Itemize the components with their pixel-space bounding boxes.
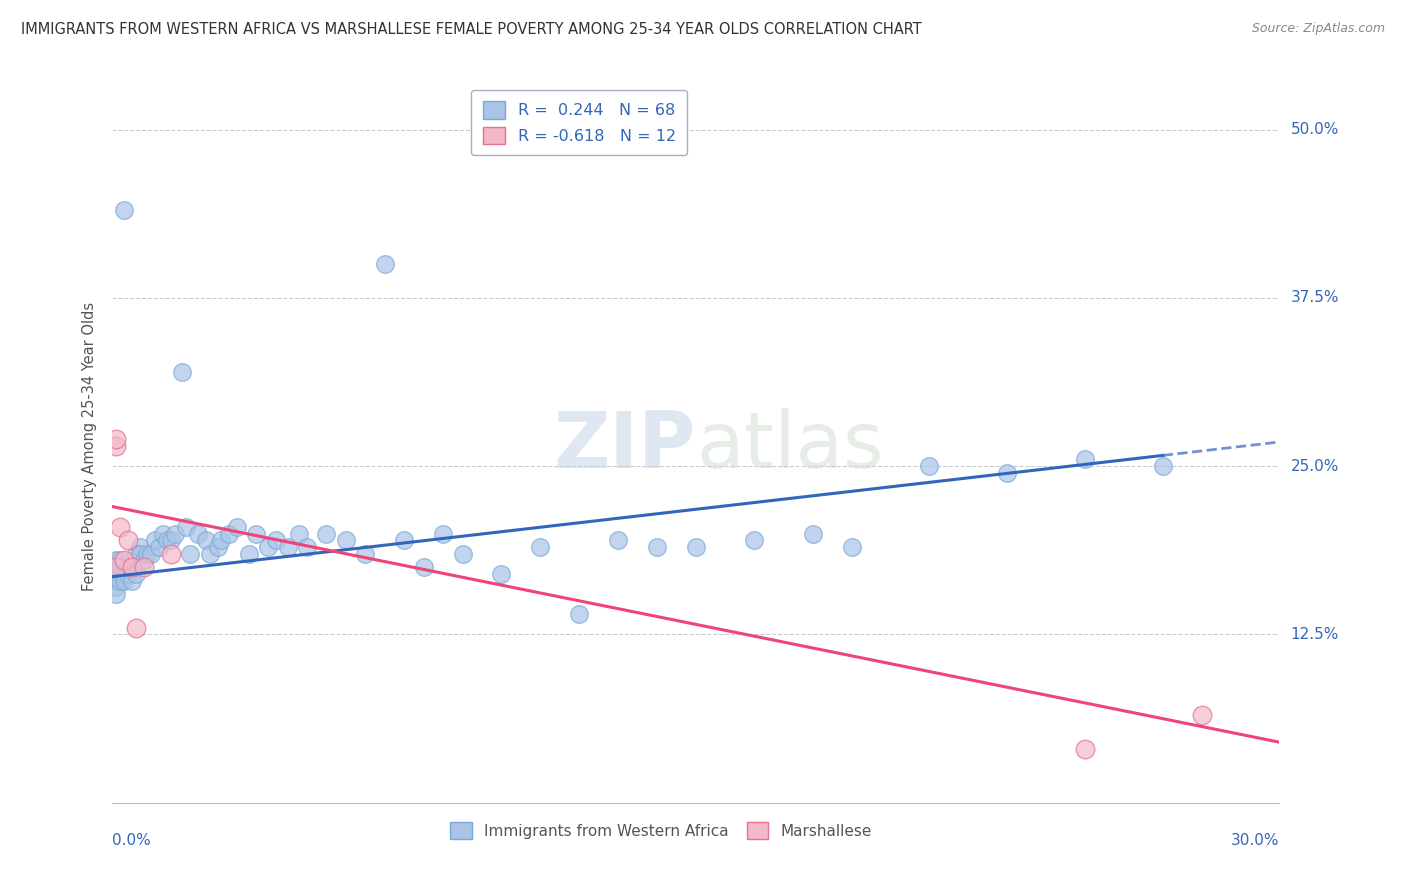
Point	[194, 533, 217, 548]
Text: ZIP: ZIP	[554, 408, 696, 484]
Point	[110, 574, 132, 588]
Point	[187, 526, 209, 541]
Point	[179, 547, 201, 561]
Point	[207, 540, 229, 554]
Point	[160, 547, 183, 561]
Point	[112, 566, 135, 581]
Point	[226, 520, 249, 534]
Point	[412, 560, 434, 574]
Point	[163, 526, 186, 541]
Text: IMMIGRANTS FROM WESTERN AFRICA VS MARSHALLESE FEMALE POVERTY AMONG 25-34 YEAR OL: IMMIGRANTS FROM WESTERN AFRICA VS MARSHA…	[21, 22, 922, 37]
Point	[451, 547, 474, 561]
Point	[1191, 708, 1213, 723]
Point	[110, 553, 132, 567]
Point	[112, 574, 135, 588]
Point	[112, 203, 135, 218]
Point	[607, 533, 630, 548]
Point	[374, 257, 396, 271]
Point	[288, 526, 311, 541]
Point	[295, 540, 318, 554]
Point	[394, 533, 416, 548]
Point	[209, 533, 232, 548]
Point	[645, 540, 668, 554]
Point	[491, 566, 513, 581]
Point	[117, 533, 139, 548]
Point	[105, 553, 128, 567]
Point	[117, 560, 139, 574]
Point	[918, 459, 941, 474]
Point	[1074, 742, 1097, 756]
Point	[744, 533, 766, 548]
Point	[105, 439, 128, 453]
Point	[121, 560, 143, 574]
Point	[529, 540, 551, 554]
Point	[105, 432, 128, 446]
Y-axis label: Female Poverty Among 25-34 Year Olds: Female Poverty Among 25-34 Year Olds	[82, 301, 97, 591]
Text: Source: ZipAtlas.com: Source: ZipAtlas.com	[1251, 22, 1385, 36]
Point	[136, 547, 159, 561]
Text: 50.0%: 50.0%	[1291, 122, 1339, 137]
Point	[110, 520, 132, 534]
Point	[132, 560, 155, 574]
Point	[801, 526, 824, 541]
Point	[105, 574, 128, 588]
Point	[1152, 459, 1174, 474]
Point	[160, 533, 183, 548]
Point	[685, 540, 707, 554]
Point	[238, 547, 260, 561]
Point	[172, 365, 194, 379]
Text: 12.5%: 12.5%	[1291, 627, 1339, 642]
Point	[105, 566, 128, 581]
Point	[264, 533, 287, 548]
Point	[198, 547, 221, 561]
Point	[105, 560, 128, 574]
Point	[245, 526, 267, 541]
Point	[218, 526, 240, 541]
Point	[841, 540, 863, 554]
Point	[354, 547, 377, 561]
Point	[125, 566, 148, 581]
Point	[276, 540, 298, 554]
Point	[128, 547, 150, 561]
Legend: Immigrants from Western Africa, Marshallese: Immigrants from Western Africa, Marshall…	[444, 816, 877, 845]
Point	[257, 540, 280, 554]
Text: 25.0%: 25.0%	[1291, 458, 1339, 474]
Point	[110, 560, 132, 574]
Point	[110, 560, 132, 574]
Point	[152, 526, 174, 541]
Point	[105, 580, 128, 594]
Point	[315, 526, 337, 541]
Point	[121, 574, 143, 588]
Point	[125, 547, 148, 561]
Point	[117, 566, 139, 581]
Text: atlas: atlas	[696, 408, 883, 484]
Point	[148, 540, 170, 554]
Point	[128, 540, 150, 554]
Text: 0.0%: 0.0%	[112, 833, 152, 848]
Point	[132, 553, 155, 567]
Point	[568, 607, 591, 622]
Point	[105, 587, 128, 601]
Point	[105, 560, 128, 574]
Point	[143, 533, 166, 548]
Point	[125, 621, 148, 635]
Text: 37.5%: 37.5%	[1291, 291, 1339, 305]
Point	[121, 560, 143, 574]
Point	[1074, 452, 1097, 467]
Point	[995, 466, 1018, 480]
Point	[141, 547, 163, 561]
Point	[432, 526, 454, 541]
Text: 30.0%: 30.0%	[1232, 833, 1279, 848]
Point	[176, 520, 198, 534]
Point	[112, 553, 135, 567]
Point	[335, 533, 357, 548]
Point	[156, 533, 179, 548]
